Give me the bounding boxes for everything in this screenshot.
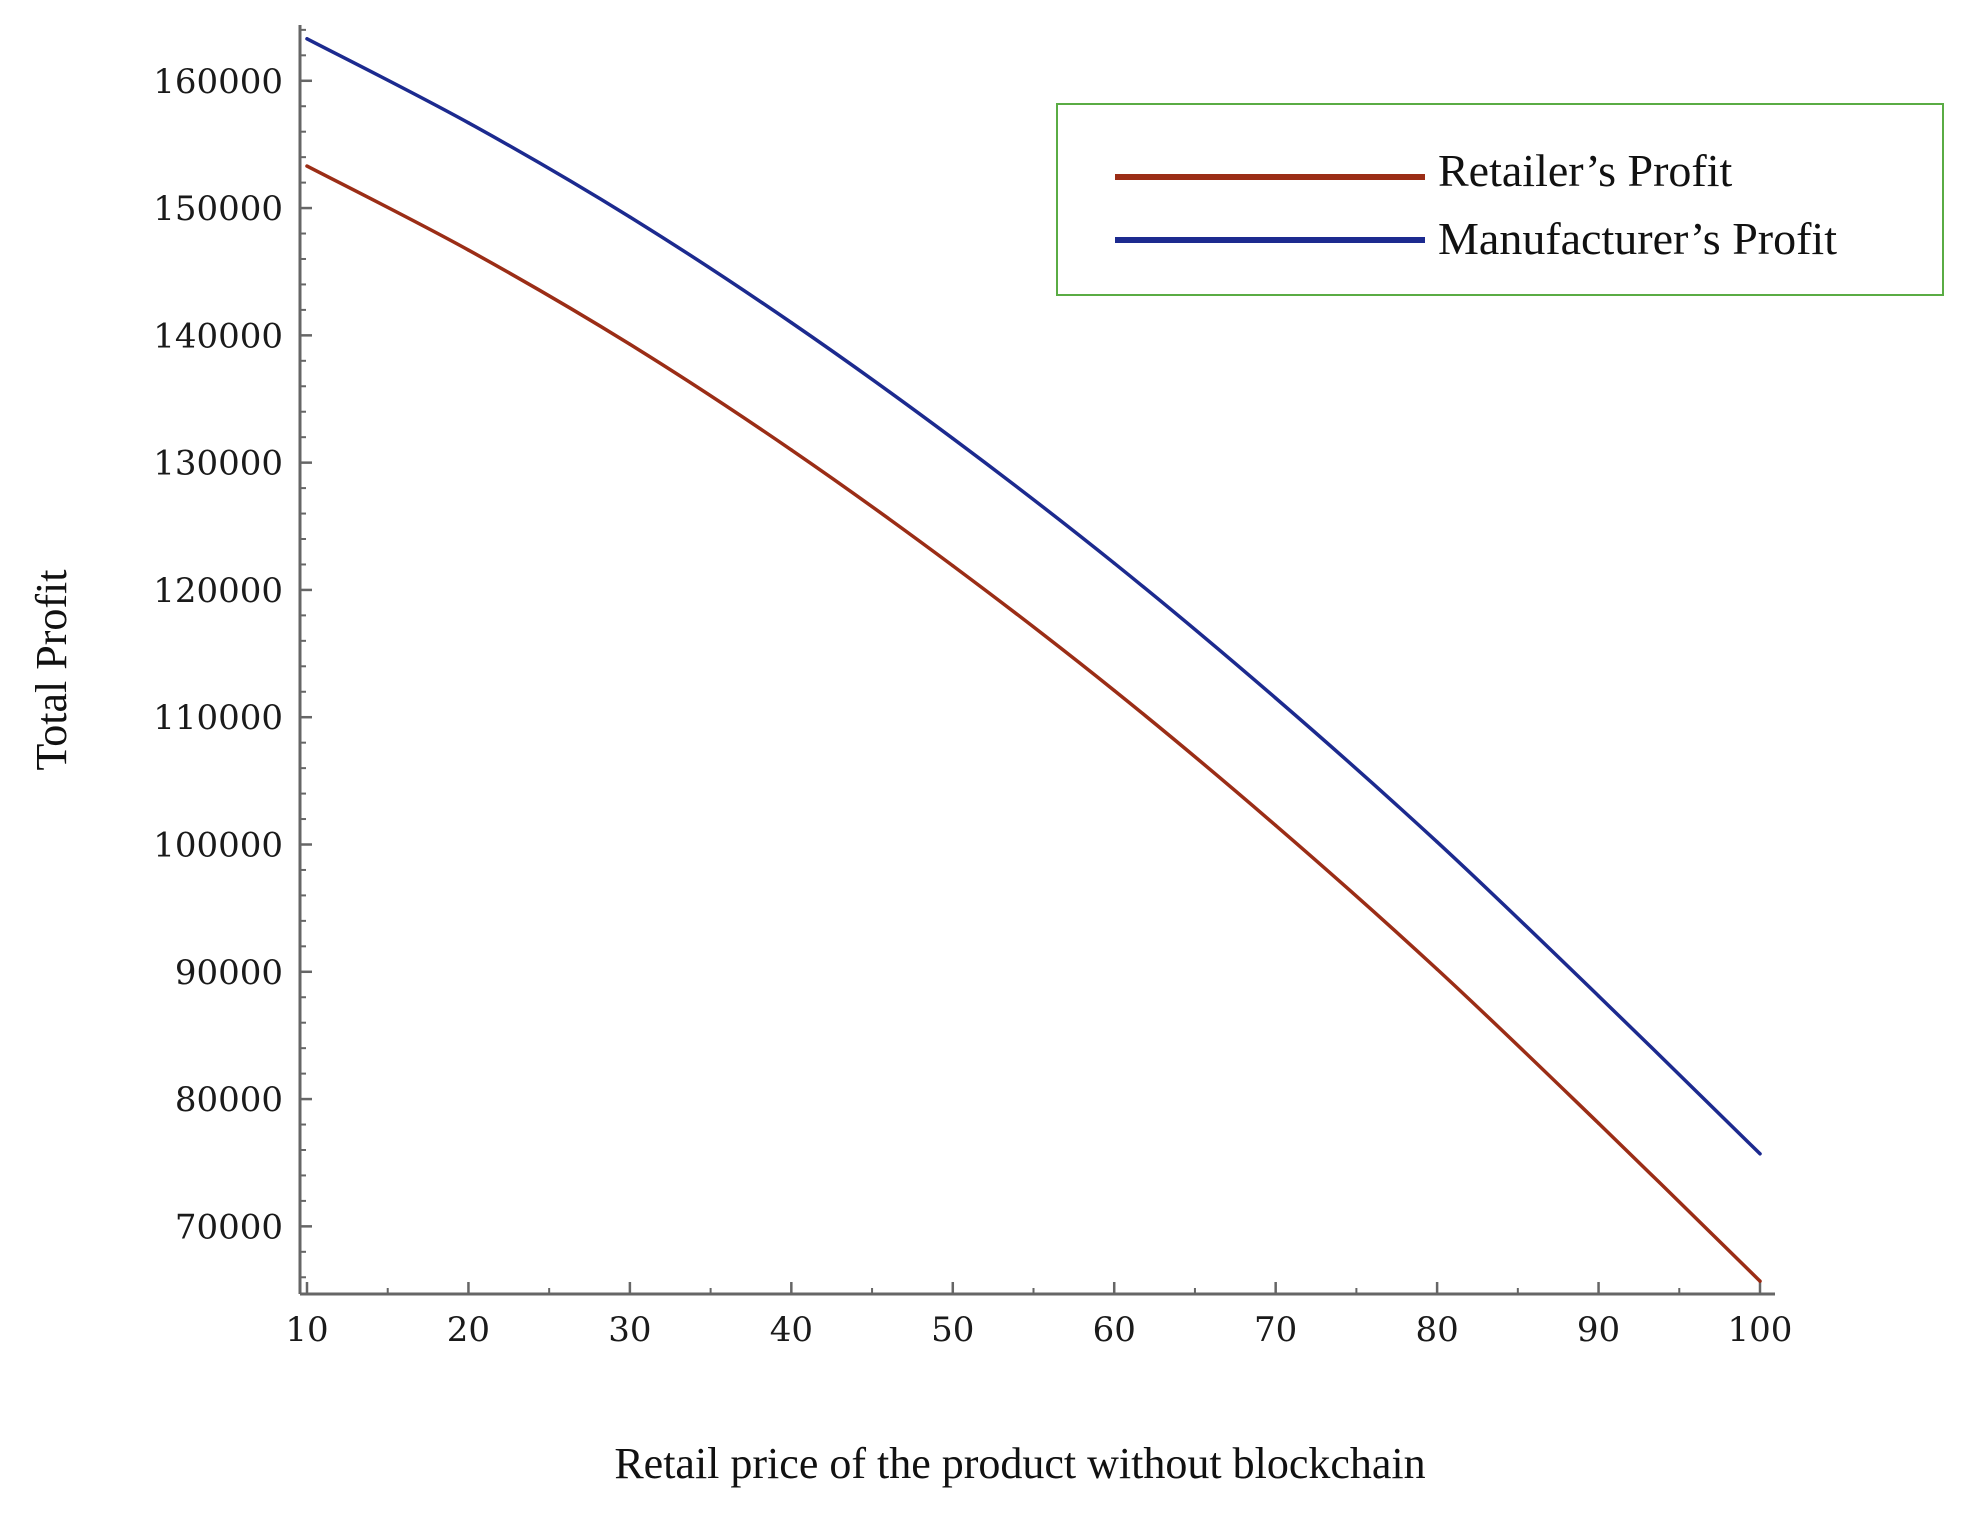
- y-tick-label: 150000: [153, 189, 283, 229]
- x-tick-label: 70: [1254, 1310, 1297, 1350]
- series-layer: [305, 37, 1762, 1283]
- data-point: [1758, 1152, 1762, 1156]
- legend-label-retailer: Retailer’s Profit: [1438, 145, 1732, 196]
- data-point: [1274, 823, 1278, 828]
- data-point: [1435, 840, 1439, 844]
- x-tick-label: 30: [608, 1310, 651, 1350]
- retailer-profit-line: [305, 164, 1762, 1283]
- data-point: [1758, 1279, 1762, 1283]
- y-tick-label: 160000: [153, 62, 283, 102]
- data-point: [466, 248, 471, 252]
- data-point: [1112, 561, 1116, 565]
- x-tick-label: 60: [1093, 1310, 1136, 1350]
- data-point: [789, 321, 793, 325]
- manufacturer-profit-line: [305, 37, 1762, 1156]
- y-tick-label: 140000: [153, 316, 283, 356]
- data-point: [951, 564, 955, 568]
- legend-label-manufacturer: Manufacturer’s Profit: [1438, 213, 1837, 264]
- data-point: [1112, 688, 1116, 693]
- data-point: [466, 121, 471, 125]
- data-point: [951, 436, 955, 441]
- data-point: [628, 215, 632, 219]
- x-tick-label: 80: [1415, 1310, 1458, 1350]
- y-tick-label: 100000: [153, 825, 283, 865]
- x-tick-label: 40: [770, 1310, 813, 1350]
- y-tick-label: 70000: [175, 1207, 283, 1247]
- y-tick-label: 110000: [153, 698, 283, 738]
- data-point: [305, 164, 309, 168]
- data-point: [1274, 696, 1278, 700]
- x-tick-label: 90: [1577, 1310, 1620, 1350]
- data-point: [1596, 994, 1601, 998]
- legend: Retailer’s Profit Manufacturer’s Profit: [1056, 103, 1944, 296]
- data-point: [1435, 967, 1439, 971]
- y-ticks: 70000 80000 90000 100000 110000 120000 130000 1…: [153, 28, 312, 1279]
- x-ticks: 10 20 30 40 50 60 70 80 90 100: [285, 1282, 1792, 1350]
- y-tick-label: 80000: [175, 1080, 283, 1120]
- data-point: [628, 342, 632, 346]
- data-point: [1596, 1121, 1601, 1125]
- axes: 70000 80000 90000 100000 110000 120000 130000 1…: [153, 25, 1792, 1350]
- x-tick-label: 50: [931, 1310, 974, 1350]
- x-tick-label: 20: [447, 1310, 490, 1350]
- x-axis-title: Retail price of the product without bloc…: [614, 1439, 1425, 1488]
- legend-box: [1056, 103, 1944, 296]
- y-tick-label: 130000: [153, 444, 283, 484]
- y-tick-label: 120000: [153, 571, 283, 611]
- y-tick-label: 90000: [175, 953, 283, 993]
- x-tick-label: 100: [1728, 1310, 1793, 1350]
- x-tick-label: 10: [285, 1310, 328, 1350]
- data-point: [305, 37, 309, 41]
- data-point: [789, 448, 793, 452]
- y-axis-title: Total Profit: [27, 569, 76, 770]
